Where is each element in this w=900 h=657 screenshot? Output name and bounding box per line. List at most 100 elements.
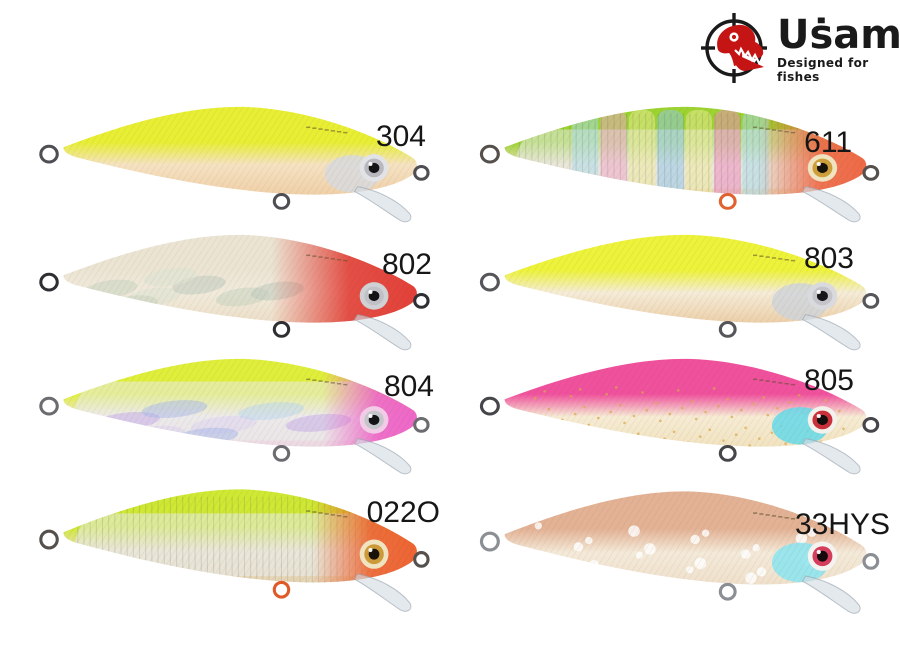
lure-code-label: 022O [366,496,440,529]
brand-logo: Uṡamị Designed for fishes [698,8,900,86]
hanger-ring [718,193,737,210]
lure-image [12,98,444,230]
back-print-mark [330,382,335,384]
back-print-mark [306,126,311,129]
back-print-mark [330,258,335,260]
back-print-mark [306,378,311,381]
lure-art-805 [479,358,880,475]
back-print-mark [312,255,317,257]
lure-lip [353,573,412,612]
back-print-mark [324,129,329,131]
lure-eye [359,282,389,310]
lure-lip [801,314,861,351]
lure-image [12,226,444,358]
lure-code-label: 805 [803,364,854,397]
back-print-mark [752,254,758,257]
lure-lip [801,438,861,475]
back-print-mark [778,130,783,132]
back-print-mark [330,130,335,132]
brand-tagline: Designed for fishes [777,56,869,84]
back-print-mark [343,515,348,518]
lure-code-label: 804 [383,370,434,403]
back-print-mark [759,513,764,515]
brand-name: Uṡamị [777,12,900,58]
lure-eye [807,541,838,571]
back-print-mark [765,128,770,130]
back-print-mark [765,514,770,516]
back-print-mark [771,515,777,517]
hanger-ring [718,321,737,338]
lure-art-803 [479,234,880,351]
back-print-mark [784,259,789,261]
lure-eye [359,154,389,182]
back-print-mark [765,380,770,382]
lure-lip [801,575,861,614]
back-print-mark [784,383,789,385]
hanger-ring [862,416,880,433]
lure-eye [359,406,389,434]
back-print-mark [790,131,796,134]
lure-art-304 [39,106,430,223]
back-print-mark [337,515,342,517]
lure-card: 611 [452,98,894,230]
back-print-mark [312,511,317,513]
lure-art-33HYS [479,491,880,614]
hanger-ring [413,551,430,568]
back-print-mark [312,127,317,129]
back-print-mark [765,256,770,258]
hanger-ring [862,292,880,309]
hanger-ring [718,582,737,601]
lure-card: 805 [452,350,894,482]
lure-image [12,350,444,482]
hanger-ring [479,531,500,552]
lure-eye [807,282,838,310]
lure-image [452,98,894,230]
back-print-mark [771,381,777,383]
hanger-ring [272,445,291,462]
back-print-mark [312,379,317,381]
hanger-ring [479,272,500,292]
hanger-ring [272,321,291,338]
back-print-mark [759,379,764,381]
lure-code-label: 802 [381,248,432,281]
brand-text-block: Uṡamị Designed for fishes [777,8,900,84]
back-print-mark [337,131,342,133]
back-print-mark [771,129,777,131]
hanger-ring [479,396,500,416]
lure-art-802 [39,234,430,351]
lure-image [452,226,894,358]
back-print-mark [784,517,789,519]
hanger-ring [413,292,430,309]
back-print-mark [778,516,783,518]
back-print-mark [306,254,311,257]
back-print-mark [778,382,783,384]
lure-eye [807,406,838,434]
lure-eye [807,154,838,182]
hanger-ring [862,553,880,570]
lure-code-label: 304 [375,120,426,153]
back-print-mark [343,383,348,386]
lure-lip [353,314,412,351]
lure-card: 803 [452,226,894,358]
back-print-mark [318,128,323,130]
back-print-mark [343,259,348,262]
lure-image [452,350,894,482]
back-print-mark [759,127,764,129]
hanger-ring [39,529,59,550]
back-print-mark [771,257,777,259]
lure-card: 304 [12,98,444,230]
back-print-mark [759,255,764,257]
lure-image [452,482,894,622]
hanger-ring [39,396,59,416]
back-print-mark [306,510,311,512]
brand-logo-mark [701,13,767,83]
hanger-ring [39,144,59,164]
hanger-ring [413,164,430,181]
back-print-mark [790,259,796,262]
back-print-mark [330,514,335,516]
hanger-ring [862,164,880,181]
back-print-mark [324,513,329,515]
lure-eye [359,539,389,569]
lure-lip [353,186,412,223]
